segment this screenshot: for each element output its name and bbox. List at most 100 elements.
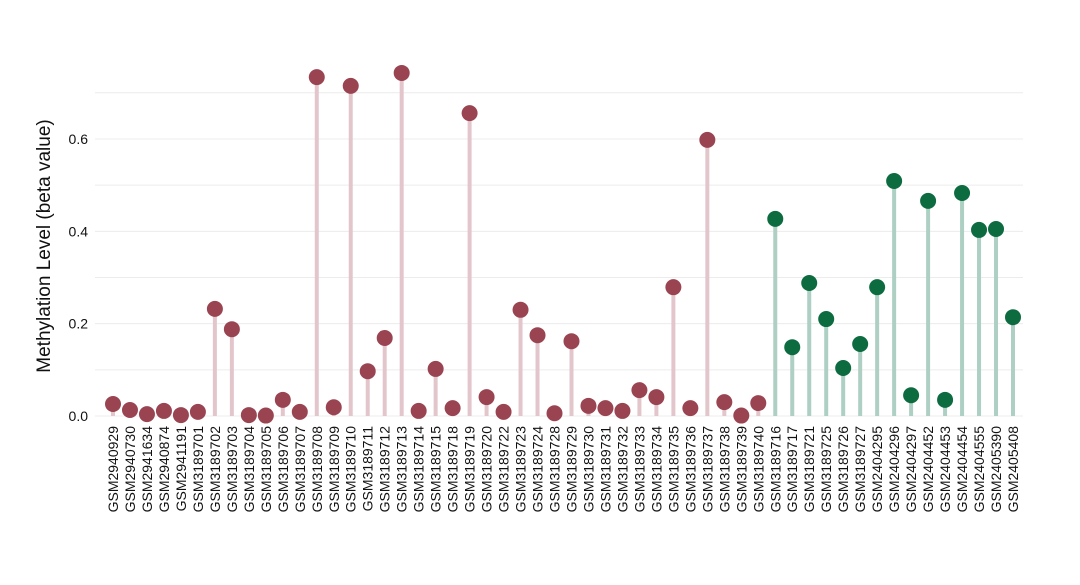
lollipop-point	[274, 391, 291, 408]
lollipop-point	[325, 399, 342, 416]
lollipop-point	[105, 395, 121, 412]
x-tick-label: GSM2405390	[988, 426, 1004, 513]
x-tick-label: GSM3189736	[682, 426, 698, 513]
lollipop-marks	[105, 64, 1021, 424]
lollipop-point	[818, 311, 835, 328]
lollipop-point	[495, 403, 512, 420]
x-tick-label: GSM3189722	[496, 426, 512, 513]
lollipop-point	[648, 389, 665, 406]
lollipop-point	[376, 329, 393, 346]
x-tick-label: GSM3189731	[597, 426, 613, 513]
lollipop-point	[852, 335, 869, 352]
y-axis-ticks: 0.0 0.2 0.4 0.6	[69, 131, 89, 424]
lollipop-point	[223, 321, 240, 338]
lollipop-point	[784, 339, 801, 356]
x-tick-label: GSM3189735	[665, 426, 681, 513]
lollipop-point	[563, 333, 580, 350]
lollipop-point	[359, 363, 376, 380]
x-tick-label: GSM3189712	[377, 426, 393, 513]
x-tick-label: GSM2404452	[920, 426, 936, 513]
x-tick-label: GSM3189724	[530, 426, 546, 513]
x-tick-label: GSM3189709	[326, 426, 342, 513]
lollipop-point	[529, 327, 546, 344]
x-tick-label: GSM3189719	[462, 426, 478, 513]
lollipop-point	[444, 400, 461, 417]
x-tick-label: GSM2405408	[1005, 426, 1021, 513]
y-tick-label: 0.6	[69, 131, 89, 147]
x-axis-ticks: GSM2940929 GSM2940730 GSM2941634 GSM2940874…	[105, 426, 1021, 513]
lollipop-point	[546, 405, 563, 422]
lollipop-point	[665, 279, 682, 296]
lollipop-point	[954, 184, 971, 201]
x-tick-label: GSM2404454	[954, 426, 970, 513]
lollipop-point	[903, 387, 920, 404]
lollipop-point	[971, 221, 988, 238]
lollipop-point	[699, 131, 716, 148]
x-tick-label: GSM2941191	[173, 426, 189, 512]
lollipop-point	[733, 407, 750, 424]
lollipop-point	[937, 391, 954, 408]
gridlines	[95, 92, 1023, 417]
lollipop-point	[869, 279, 886, 296]
lollipop-point	[835, 359, 852, 376]
lollipop-point	[580, 397, 597, 414]
lollipop-point	[155, 402, 172, 419]
lollipop-point	[342, 77, 359, 94]
x-tick-label: GSM3189701	[190, 426, 206, 513]
x-tick-label: GSM3189713	[394, 426, 410, 513]
x-tick-label: GSM3189714	[411, 426, 427, 513]
lollipop-point	[614, 402, 631, 419]
lollipop-point	[767, 210, 784, 227]
lollipop-point	[750, 395, 767, 412]
x-tick-label: GSM3189717	[784, 426, 800, 513]
y-axis-label: Methylation Level (beta value)	[34, 119, 55, 372]
x-tick-label: GSM3189716	[767, 426, 783, 513]
lollipop-point	[920, 192, 937, 209]
x-tick-label: GSM3189740	[750, 426, 766, 513]
lollipop-point	[291, 403, 308, 420]
x-tick-label: GSM3189729	[563, 426, 579, 513]
lollipop-point	[988, 221, 1005, 238]
x-tick-label: GSM2941634	[139, 426, 155, 513]
x-tick-label: GSM3189711	[360, 426, 376, 512]
x-tick-label: GSM3189718	[445, 426, 461, 513]
x-tick-label: GSM2940874	[156, 426, 172, 513]
lollipop-point	[427, 360, 444, 377]
lollipop-point	[138, 406, 155, 423]
lollipop-point	[461, 105, 478, 122]
y-tick-label: 0.0	[69, 408, 89, 424]
lollipop-point	[682, 400, 699, 417]
x-tick-label: GSM2940730	[122, 426, 138, 513]
x-tick-label: GSM3189708	[309, 426, 325, 513]
lollipop-point	[1005, 309, 1021, 326]
lollipop-point	[716, 394, 733, 411]
x-tick-label: GSM3189726	[835, 426, 851, 513]
lollipop-point	[478, 389, 495, 406]
x-tick-label: GSM3189706	[275, 426, 291, 513]
x-tick-label: GSM3189727	[852, 426, 868, 513]
x-tick-label: GSM3189707	[292, 426, 308, 513]
x-tick-label: GSM3189739	[733, 426, 749, 513]
x-tick-label: GSM3189703	[224, 426, 240, 513]
x-tick-label: GSM3189702	[207, 426, 223, 513]
lollipop-point	[308, 69, 325, 86]
lollipop-point	[172, 407, 189, 424]
x-tick-label: GSM3189710	[343, 426, 359, 513]
x-tick-label: GSM3189720	[479, 426, 495, 513]
x-tick-label: GSM3189728	[547, 426, 563, 513]
lollipop-point	[393, 64, 410, 81]
y-tick-label: 0.4	[69, 223, 89, 239]
x-tick-label: GSM3189733	[631, 426, 647, 513]
x-tick-label: GSM3189738	[716, 426, 732, 513]
x-tick-label: GSM3189732	[614, 426, 630, 513]
x-tick-label: GSM3189704	[241, 426, 257, 513]
lollipop-point	[512, 301, 529, 318]
x-tick-label: GSM3189737	[699, 426, 715, 513]
x-tick-label: GSM2404453	[937, 426, 953, 513]
x-tick-label: GSM2404295	[869, 426, 885, 513]
x-tick-label: GSM2404555	[971, 426, 987, 513]
x-tick-label: GSM2404297	[903, 426, 919, 513]
lollipop-point	[410, 402, 427, 419]
x-tick-label: GSM3189723	[513, 426, 529, 513]
x-tick-label: GSM3189721	[801, 426, 817, 513]
